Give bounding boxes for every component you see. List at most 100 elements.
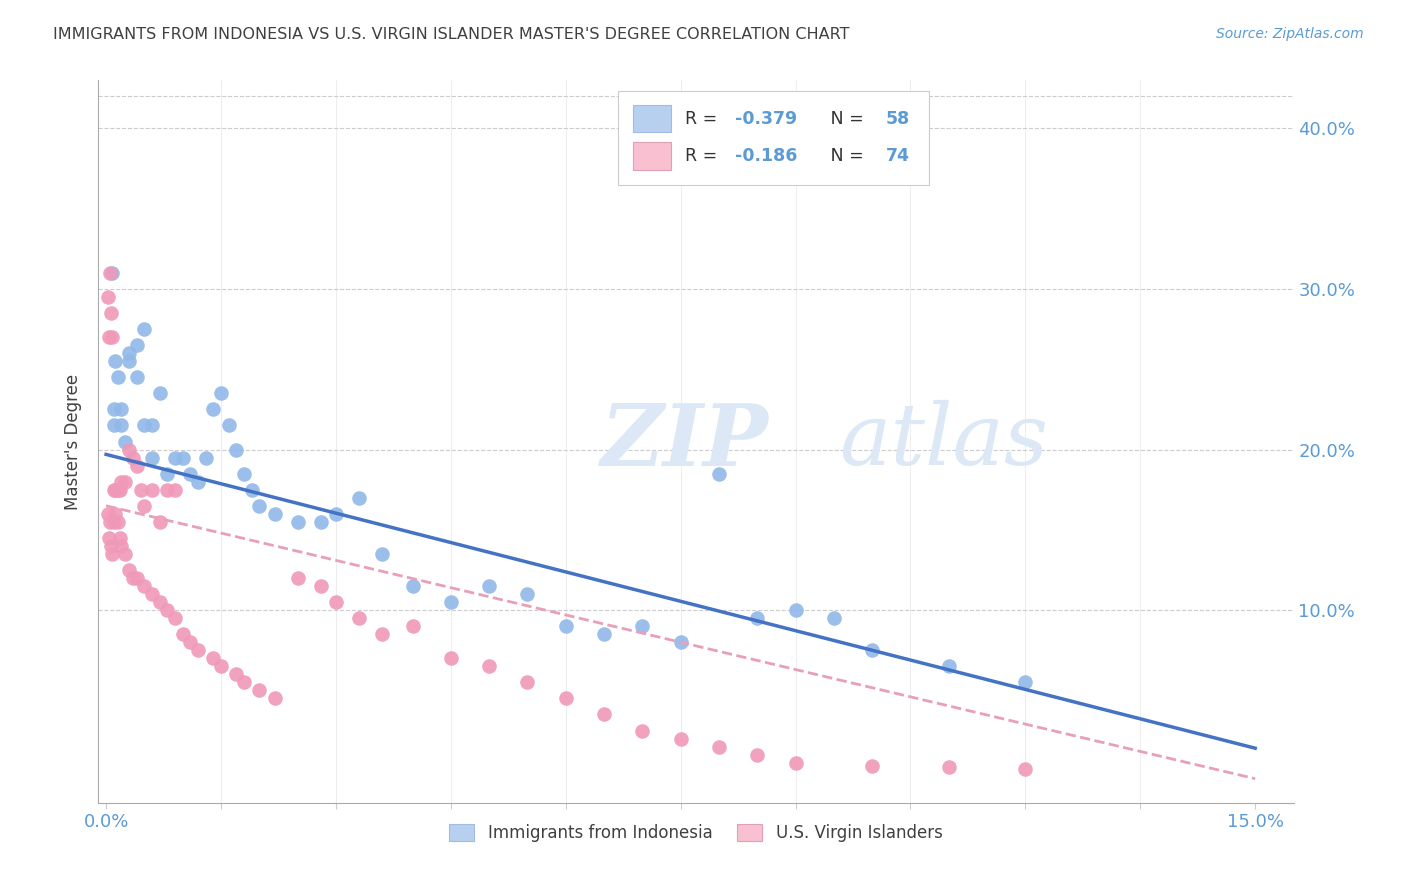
Text: N =: N = [814, 110, 869, 128]
Point [240, 483, 263, 497]
Point [100, 306, 122, 320]
Text: -0.186: -0.186 [735, 147, 797, 165]
Point [163, 483, 186, 497]
Point [125, 458, 148, 473]
Point [97, 290, 120, 304]
Point [104, 483, 127, 497]
Point [478, 579, 501, 593]
Point [325, 507, 347, 521]
Point [187, 643, 209, 657]
Point [103, 483, 125, 497]
Point [141, 418, 163, 433]
Point [669, 635, 692, 649]
Point [401, 579, 423, 593]
Point [134, 499, 156, 513]
Text: IMMIGRANTS FROM INDONESIA VS U.S. VIRGIN ISLANDER MASTER'S DEGREE CORRELATION CH: IMMIGRANTS FROM INDONESIA VS U.S. VIRGIN… [53, 27, 851, 42]
FancyBboxPatch shape [633, 105, 671, 132]
Point [125, 571, 148, 585]
Point [247, 683, 270, 698]
Text: 74: 74 [886, 147, 910, 165]
Point [593, 627, 616, 641]
Point [218, 418, 240, 433]
Point [938, 760, 960, 774]
Point [98, 330, 121, 344]
Y-axis label: Master's Degree: Master's Degree [65, 374, 83, 509]
Point [110, 475, 132, 489]
Point [122, 571, 145, 585]
Point [401, 619, 423, 633]
Point [309, 515, 332, 529]
Point [118, 563, 141, 577]
Point [101, 330, 124, 344]
Point [233, 467, 256, 481]
Point [134, 418, 156, 433]
Point [287, 571, 309, 585]
Point [209, 659, 232, 673]
Text: atlas: atlas [839, 401, 1049, 483]
FancyBboxPatch shape [619, 91, 929, 185]
Point [125, 338, 148, 352]
Point [225, 442, 247, 457]
Point [129, 483, 152, 497]
Point [194, 450, 217, 465]
Point [516, 675, 538, 690]
Point [516, 587, 538, 601]
Point [309, 579, 332, 593]
Point [187, 475, 209, 489]
Point [860, 759, 883, 773]
Point [209, 386, 232, 401]
Point [98, 531, 121, 545]
Point [823, 611, 845, 625]
Point [100, 539, 122, 553]
Text: Source: ZipAtlas.com: Source: ZipAtlas.com [1216, 27, 1364, 41]
Point [163, 611, 186, 625]
Point [860, 643, 883, 657]
Point [785, 603, 807, 617]
Point [101, 266, 124, 280]
Text: ZIP: ZIP [600, 400, 768, 483]
Point [478, 659, 501, 673]
Legend: Immigrants from Indonesia, U.S. Virgin Islanders: Immigrants from Indonesia, U.S. Virgin I… [443, 817, 949, 848]
Point [347, 491, 370, 505]
Point [103, 402, 125, 417]
Point [122, 450, 145, 465]
Point [225, 667, 247, 681]
Point [118, 354, 141, 368]
Point [707, 467, 730, 481]
Point [1014, 762, 1036, 776]
Point [156, 467, 179, 481]
Point [156, 603, 179, 617]
Point [97, 507, 120, 521]
Point [98, 266, 121, 280]
Text: R =: R = [685, 110, 723, 128]
Point [179, 635, 201, 649]
Point [233, 675, 256, 690]
Point [669, 731, 692, 746]
Point [110, 539, 132, 553]
Point [103, 515, 125, 529]
Text: N =: N = [814, 147, 869, 165]
Point [785, 756, 807, 770]
Point [110, 402, 132, 417]
Point [325, 595, 347, 609]
Point [110, 418, 132, 433]
Point [134, 579, 156, 593]
Point [163, 450, 186, 465]
FancyBboxPatch shape [633, 143, 671, 169]
Point [747, 611, 769, 625]
Point [202, 651, 225, 665]
Point [114, 475, 136, 489]
Point [172, 450, 194, 465]
Point [134, 322, 156, 336]
Point [593, 707, 616, 722]
Point [141, 450, 163, 465]
Point [247, 499, 270, 513]
Point [287, 515, 309, 529]
Point [107, 515, 129, 529]
Point [371, 547, 394, 561]
Point [371, 627, 394, 641]
Text: -0.379: -0.379 [735, 110, 797, 128]
Point [103, 418, 125, 433]
Point [114, 434, 136, 449]
Point [149, 595, 172, 609]
